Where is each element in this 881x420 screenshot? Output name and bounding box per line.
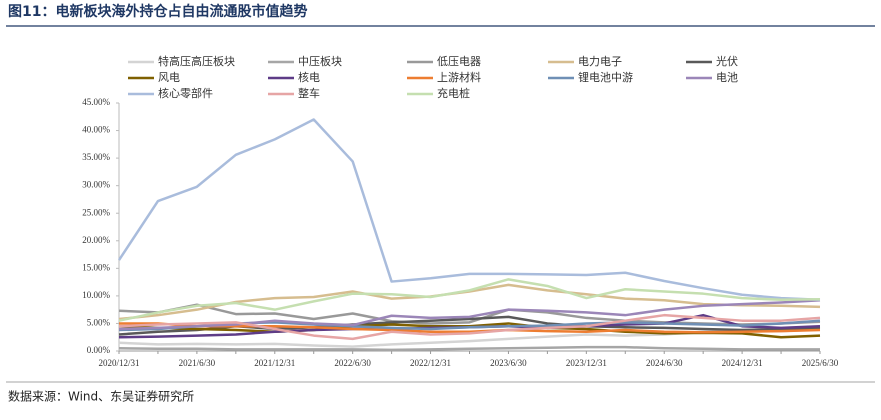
x-tick-label: 2022/12/31 (410, 358, 451, 368)
y-tick-label: 20.00% (82, 235, 110, 245)
y-tick-label: 15.00% (82, 262, 110, 272)
y-tick-label: 0.00% (87, 345, 111, 355)
y-tick-label: 45.00% (82, 97, 110, 107)
x-tick-label: 2020/12/31 (98, 358, 139, 368)
legend-label: 风电 (158, 71, 180, 84)
x-tick-label: 2021/6/30 (179, 358, 216, 368)
y-tick-label: 40.00% (82, 125, 110, 135)
legend-label: 中压板块 (298, 54, 342, 68)
x-tick-label: 2024/6/30 (646, 358, 683, 368)
x-tick-label: 2024/12/31 (722, 358, 763, 368)
series-line (118, 313, 821, 341)
legend-label: 上游材料 (437, 70, 481, 84)
series-line (118, 345, 820, 352)
legend-label: 核心零部件 (158, 86, 213, 100)
x-tick-label: 2023/12/31 (566, 358, 607, 368)
legend-label: 锂电池中游 (578, 70, 633, 84)
y-tick-label: 30.00% (82, 180, 110, 190)
y-tick-label: 25.00% (82, 207, 110, 217)
series-line (118, 299, 821, 331)
x-tick-label: 2025/6/30 (802, 358, 839, 368)
x-tick-label: 2021/12/31 (254, 358, 295, 368)
y-tick-label: 10.00% (82, 290, 110, 300)
y-tick-label: 35.00% (82, 152, 110, 162)
legend-label: 充电桩 (437, 86, 470, 100)
legend-label: 整车 (298, 86, 320, 100)
x-tick-label: 2022/6/30 (334, 358, 371, 368)
legend-label: 核电 (298, 70, 320, 84)
series-line (118, 278, 821, 322)
series-line (117, 118, 821, 301)
y-tick-label: 5.00% (87, 318, 111, 328)
chart-title: 图11：电新板块海外持仓占自由流通股市值趋势 (8, 3, 307, 20)
series-line (119, 322, 821, 334)
legend-label: 电力电子 (578, 55, 622, 68)
legend-label: 光伏 (716, 54, 738, 68)
legend-label: 特高压高压板块 (158, 54, 235, 68)
legend-label: 低压电器 (437, 55, 481, 68)
x-tick-label: 2023/6/30 (490, 358, 527, 368)
source-note: 数据来源：Wind、东吴证券研究所 (8, 389, 194, 404)
legend-label: 电池 (716, 71, 738, 84)
